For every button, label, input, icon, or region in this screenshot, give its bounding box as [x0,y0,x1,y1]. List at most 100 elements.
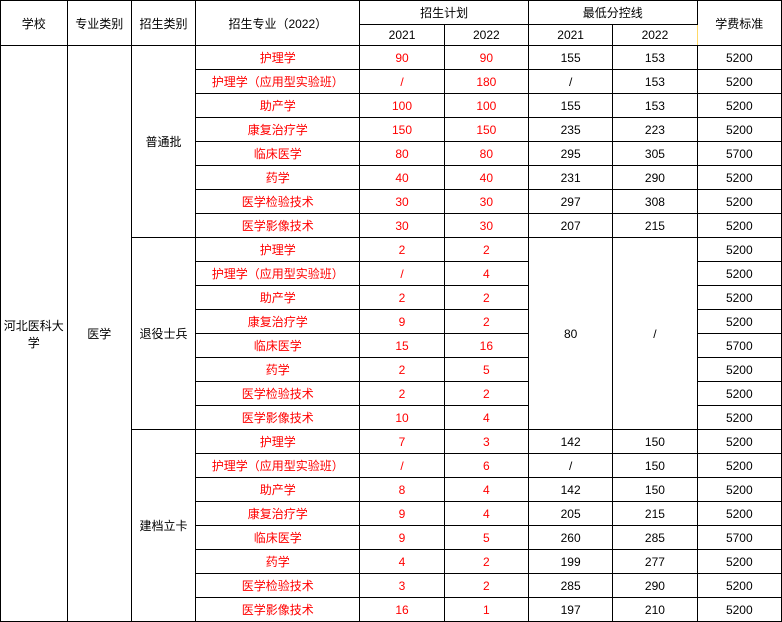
cell-plan-2021: / [360,70,444,94]
cell-admit-type: 退役士兵 [131,238,195,430]
cell-plan-2022: 40 [444,166,528,190]
cell-major: 临床医学 [196,142,360,166]
cell-fee: 5200 [697,358,781,382]
cell-score-2021: 285 [528,574,612,598]
cell-fee: 5200 [697,286,781,310]
cell-score-2021: / [528,70,612,94]
cell-fee: 5200 [697,430,781,454]
cell-fee: 5200 [697,94,781,118]
cell-major: 医学影像技术 [196,214,360,238]
cell-major: 护理学 [196,46,360,70]
cell-major: 护理学（应用型实验班） [196,262,360,286]
cell-major: 医学检验技术 [196,190,360,214]
hdr-category: 专业类别 [67,1,131,46]
cell-plan-2021: 100 [360,94,444,118]
cell-fee: 5200 [697,574,781,598]
cell-plan-2022: 4 [444,478,528,502]
hdr-plan-2021: 2021 [360,25,444,46]
cell-score-2022: 150 [613,478,697,502]
cell-major: 护理学（应用型实验班） [196,70,360,94]
cell-score-2022: 215 [613,502,697,526]
cell-admit-type: 普通批 [131,46,195,238]
cell-fee: 5200 [697,190,781,214]
cell-major: 医学影像技术 [196,598,360,622]
cell-plan-2022: 1 [444,598,528,622]
cell-score-2022: 150 [613,454,697,478]
cell-plan-2022: 6 [444,454,528,478]
cell-plan-2021: / [360,454,444,478]
cell-fee: 5200 [697,310,781,334]
cell-plan-2021: / [360,262,444,286]
cell-plan-2021: 9 [360,502,444,526]
cell-major: 医学检验技术 [196,382,360,406]
cell-plan-2021: 90 [360,46,444,70]
cell-plan-2022: 90 [444,46,528,70]
cell-score-2021: 80 [528,238,612,430]
cell-plan-2022: 80 [444,142,528,166]
cell-score-2021: 142 [528,430,612,454]
hdr-plan-2022: 2022 [444,25,528,46]
cell-fee: 5200 [697,550,781,574]
cell-score-2022: 153 [613,46,697,70]
cell-major: 临床医学 [196,526,360,550]
cell-fee: 5200 [697,502,781,526]
cell-score-2021: 155 [528,46,612,70]
cell-plan-2022: 4 [444,406,528,430]
cell-plan-2022: 2 [444,550,528,574]
cell-plan-2021: 80 [360,142,444,166]
table-body: 河北医科大学医学普通批护理学90901551535200护理学（应用型实验班）/… [1,46,782,622]
cell-major: 助产学 [196,478,360,502]
cell-plan-2021: 7 [360,430,444,454]
cell-fee: 5200 [697,382,781,406]
cell-plan-2021: 4 [360,550,444,574]
cell-plan-2022: 180 [444,70,528,94]
hdr-score-2022: 2022 [613,25,697,46]
cell-fee: 5200 [697,166,781,190]
cell-fee: 5200 [697,118,781,142]
cell-score-2021: 199 [528,550,612,574]
cell-score-2021: 260 [528,526,612,550]
cell-score-2022: 210 [613,598,697,622]
cell-major: 医学检验技术 [196,574,360,598]
cell-score-2022: 153 [613,70,697,94]
cell-fee: 5200 [697,262,781,286]
cell-score-2021: 235 [528,118,612,142]
cell-plan-2022: 2 [444,286,528,310]
cell-score-2022: 305 [613,142,697,166]
hdr-score: 最低分控线 [528,1,697,25]
cell-score-2021: 295 [528,142,612,166]
cell-plan-2022: 100 [444,94,528,118]
cell-major: 助产学 [196,94,360,118]
cell-plan-2022: 3 [444,430,528,454]
cell-plan-2022: 2 [444,310,528,334]
cell-major: 护理学 [196,430,360,454]
cell-major: 康复治疗学 [196,310,360,334]
cell-score-2021: 207 [528,214,612,238]
cell-plan-2021: 3 [360,574,444,598]
cell-plan-2021: 8 [360,478,444,502]
table-header: 学校 专业类别 招生类别 招生专业（2022） 招生计划 最低分控线 学费标准 … [1,1,782,46]
cell-category: 医学 [67,46,131,622]
cell-score-2021: 297 [528,190,612,214]
cell-plan-2021: 10 [360,406,444,430]
cell-score-2022: 290 [613,166,697,190]
cell-major: 药学 [196,358,360,382]
cell-plan-2021: 2 [360,286,444,310]
cell-score-2022: 285 [613,526,697,550]
cell-score-2021: 205 [528,502,612,526]
cell-score-2022: 308 [613,190,697,214]
cell-plan-2022: 4 [444,262,528,286]
cell-fee: 5200 [697,454,781,478]
cell-fee: 5700 [697,334,781,358]
cell-score-2022: 290 [613,574,697,598]
cell-plan-2022: 150 [444,118,528,142]
admission-table: 学校 专业类别 招生类别 招生专业（2022） 招生计划 最低分控线 学费标准 … [0,0,782,622]
cell-school: 河北医科大学 [1,46,68,622]
cell-plan-2021: 150 [360,118,444,142]
cell-plan-2022: 5 [444,358,528,382]
cell-fee: 5200 [697,598,781,622]
cell-plan-2021: 2 [360,382,444,406]
cell-score-2022: 223 [613,118,697,142]
cell-fee: 5200 [697,70,781,94]
cell-major: 临床医学 [196,334,360,358]
